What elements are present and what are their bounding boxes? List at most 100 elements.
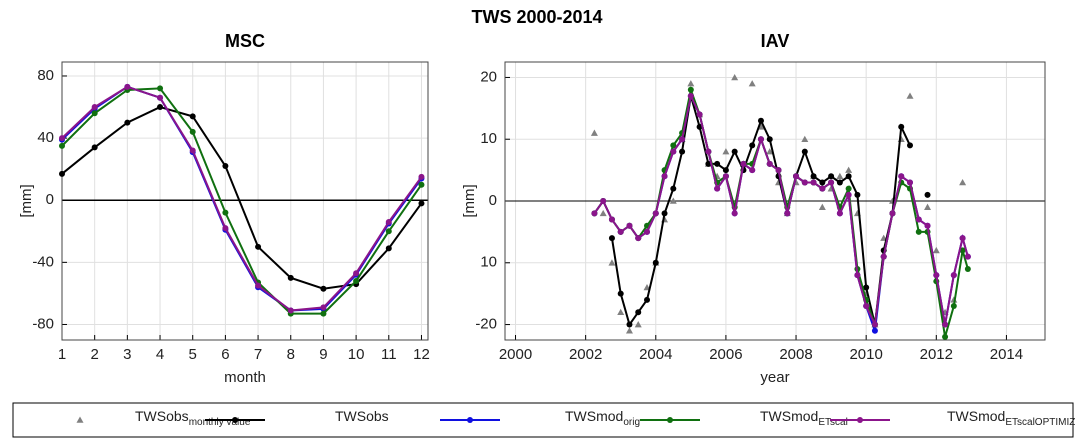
x-axis-label: month [224, 369, 266, 386]
marker [626, 222, 633, 229]
marker [222, 163, 229, 170]
marker [661, 210, 668, 217]
x-tick-label: 7 [254, 346, 262, 363]
line [61, 85, 423, 312]
legend-name: TWSmod [760, 408, 818, 424]
marker [222, 225, 229, 232]
marker [836, 210, 843, 217]
marker [964, 253, 971, 260]
x-tick-label: 8 [287, 346, 295, 363]
subplot-title: IAV [761, 31, 790, 51]
marker [644, 296, 651, 303]
marker [124, 119, 131, 126]
marker [320, 304, 327, 311]
marker [942, 333, 949, 340]
legend-subscript: orig [623, 417, 640, 428]
y-tick-label: 0 [46, 191, 54, 208]
marker [950, 303, 957, 310]
x-tick-label: 2 [91, 346, 99, 363]
plot-frame [61, 61, 429, 341]
marker [385, 218, 392, 225]
marker [757, 136, 764, 143]
marker [964, 265, 971, 272]
x-tick-label: 2006 [709, 346, 742, 363]
marker [731, 148, 738, 155]
marker [828, 173, 835, 180]
series [59, 83, 425, 314]
marker [907, 142, 913, 149]
x-tick-label: 2008 [779, 346, 812, 363]
marker [625, 327, 633, 334]
marker [819, 185, 826, 192]
marker [590, 129, 598, 136]
legend-marker [467, 417, 473, 423]
marker [353, 270, 360, 277]
marker [854, 272, 861, 279]
marker [91, 144, 98, 151]
marker [722, 148, 730, 155]
marker [907, 179, 913, 186]
marker [634, 321, 642, 328]
marker [845, 185, 852, 192]
y-axis-label: [mm] [18, 184, 35, 217]
marker [157, 94, 164, 101]
marker [687, 92, 694, 99]
line [61, 85, 423, 312]
marker [898, 123, 905, 130]
marker [845, 191, 852, 198]
marker [748, 80, 756, 87]
marker [766, 160, 773, 167]
marker [871, 321, 878, 328]
marker [608, 259, 616, 266]
marker [906, 92, 914, 99]
x-tick-label: 6 [221, 346, 229, 363]
x-tick-label: 2010 [849, 346, 882, 363]
marker [757, 117, 764, 124]
marker [617, 290, 624, 297]
marker [608, 235, 615, 242]
marker [669, 197, 677, 204]
y-tick-label: -80 [32, 315, 54, 332]
marker [836, 172, 844, 180]
marker [661, 173, 668, 180]
x-tick-label: 1 [58, 346, 66, 363]
marker [950, 272, 957, 279]
marker [818, 203, 826, 210]
marker [59, 142, 65, 149]
legend-label: TWSobsmonthly value [135, 408, 251, 428]
legend-label: TWSmodETscalOPTIMIZED [947, 408, 1075, 428]
marker [766, 148, 774, 155]
y-tick-label: 80 [37, 67, 54, 84]
legend-subscript: ETscalOPTIMIZED [1005, 417, 1075, 428]
marker [731, 210, 738, 217]
line [61, 87, 423, 315]
marker [600, 198, 607, 204]
legend-label: TWSmodETscal [760, 408, 848, 428]
legend-marker [232, 417, 238, 423]
legend-label: TWSobs [335, 408, 389, 424]
marker [959, 235, 966, 242]
legend-box [12, 402, 1074, 438]
marker [828, 179, 835, 186]
marker [599, 209, 607, 217]
y-tick-label: 10 [480, 130, 497, 147]
x-tick-label: 4 [156, 346, 164, 363]
marker [801, 148, 808, 155]
x-tick-label: 11 [381, 346, 397, 363]
marker [932, 246, 940, 254]
legend-marker [76, 416, 84, 423]
marker [320, 310, 327, 317]
marker [418, 173, 425, 180]
marker [353, 277, 360, 284]
marker [722, 167, 729, 174]
x-tick-label: 2014 [990, 346, 1023, 363]
marker [714, 160, 721, 167]
marker [924, 203, 932, 210]
x-axis-label: year [760, 369, 789, 386]
legend-marker [667, 417, 673, 423]
legend-name: TWSmod [947, 408, 1005, 424]
marker [59, 135, 65, 142]
marker [959, 178, 967, 186]
series [59, 85, 425, 317]
marker [898, 173, 905, 180]
